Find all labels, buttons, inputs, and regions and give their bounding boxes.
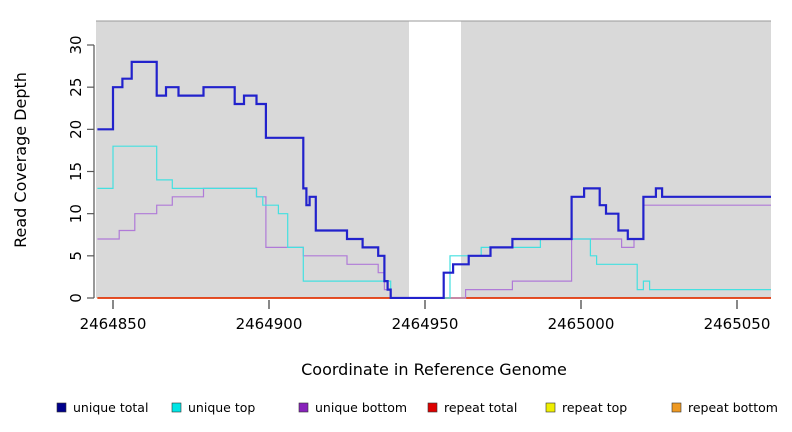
x-tick-label: 2464850 [80, 315, 147, 333]
legend-swatch [545, 402, 556, 413]
y-tick-label: 15 [67, 162, 85, 181]
y-tick-label: 30 [67, 35, 85, 54]
legend-label: unique total [73, 400, 148, 415]
x-axis: 2464850 2464900 2464950 2465000 2465050 [80, 300, 771, 333]
chart-legend: unique total unique top unique bottom repea… [56, 400, 778, 415]
y-axis: 0 5 10 15 20 25 30 [67, 35, 95, 303]
plot-background-group [96, 20, 771, 298]
legend-label: repeat top [562, 400, 627, 415]
legend-label: unique top [188, 400, 255, 415]
y-tick-label: 25 [67, 78, 85, 97]
coverage-gap-region [409, 21, 461, 298]
legend-swatch [56, 402, 67, 413]
legend-swatch [671, 402, 682, 413]
x-tick-label: 2465050 [704, 315, 771, 333]
legend-swatch [298, 402, 309, 413]
data-series-group [97, 60, 771, 299]
x-axis-title: Coordinate in Reference Genome [301, 360, 567, 379]
y-axis-title: Read Coverage Depth [11, 72, 30, 248]
y-tick-label: 10 [67, 204, 85, 223]
y-tick-label: 5 [67, 251, 85, 261]
x-tick-label: 2464950 [392, 315, 459, 333]
y-tick-label: 20 [67, 120, 85, 139]
x-tick-label: 2464900 [236, 315, 303, 333]
legend-swatch [427, 402, 438, 413]
legend-swatch [171, 402, 182, 413]
y-tick-label: 0 [67, 293, 85, 303]
series-line-unique-bottom [97, 187, 771, 299]
series-line-unique-total [97, 60, 771, 299]
x-tick-label: 2465000 [548, 315, 615, 333]
legend-label: repeat bottom [688, 400, 778, 415]
legend-label: repeat total [444, 400, 517, 415]
legend-label: unique bottom [315, 400, 407, 415]
